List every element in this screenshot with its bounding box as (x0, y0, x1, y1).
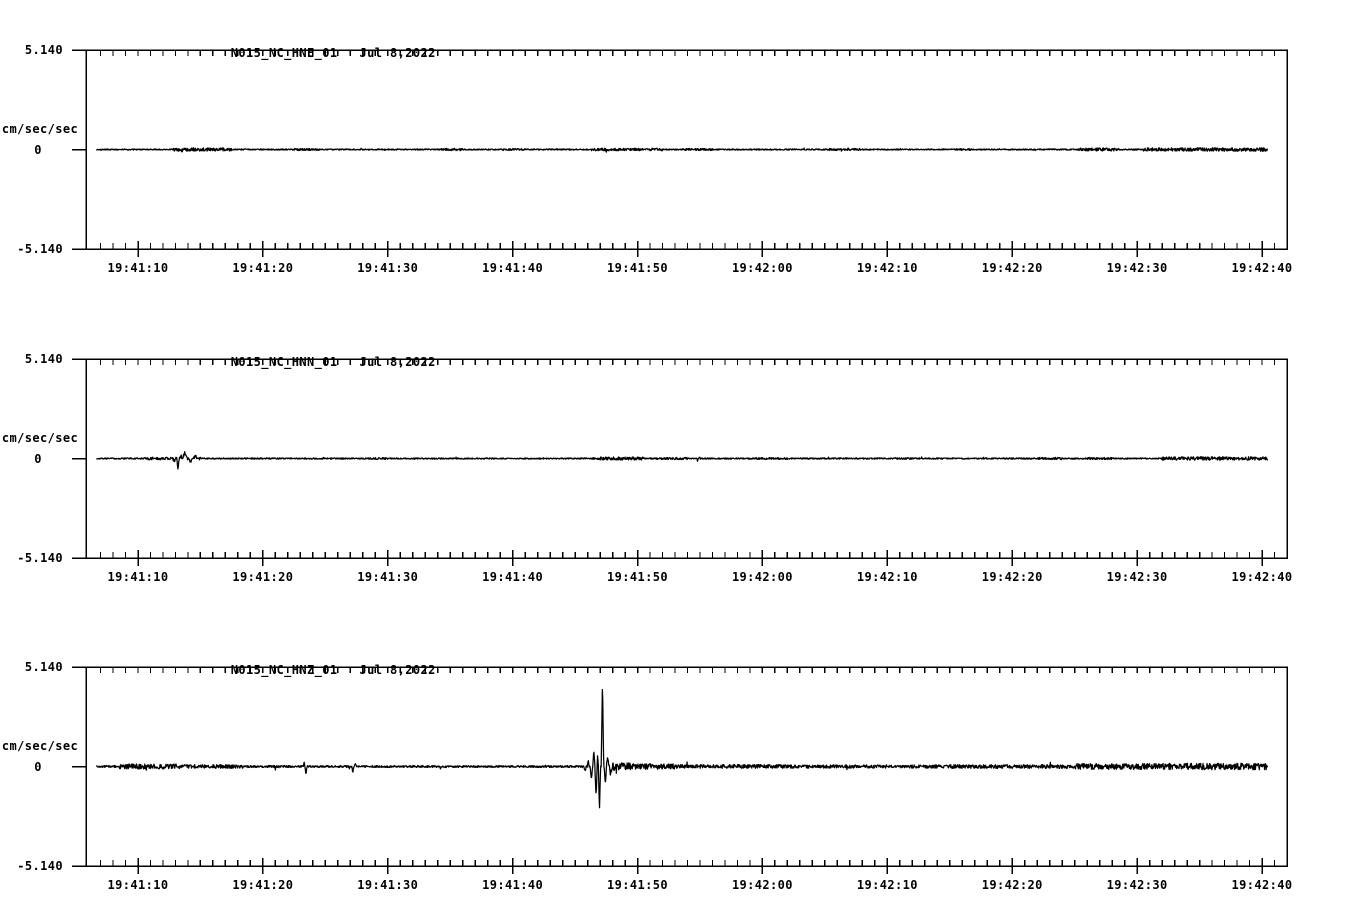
y-axis-unit-label: cm/sec/sec (1, 122, 79, 136)
x-tick-label: 19:41:20 (232, 570, 294, 584)
x-tick-label: 19:42:40 (1231, 878, 1293, 892)
x-tick-label: 19:41:50 (607, 261, 669, 275)
x-tick-label: 19:41:40 (482, 570, 544, 584)
x-tick-label: 19:41:30 (357, 261, 419, 275)
y-axis-unit-label: cm/sec/sec (1, 739, 79, 753)
x-tick-label: 19:41:50 (607, 878, 669, 892)
x-tick-label: 19:41:40 (482, 261, 544, 275)
waveform-plot (72, 49, 1288, 257)
waveform-plot (72, 666, 1288, 874)
seismogram-panel-hnz: N015_NC_HNZ_01 Jul 8,2022 5.140 cm/sec/se… (0, 647, 1358, 902)
x-tick-label: 19:42:40 (1231, 261, 1293, 275)
x-tick-label: 19:41:30 (357, 570, 419, 584)
x-tick-label: 19:41:40 (482, 878, 544, 892)
x-tick-label: 19:41:20 (232, 261, 294, 275)
x-tick-label: 19:42:00 (731, 878, 793, 892)
x-tick-label: 19:42:00 (731, 261, 793, 275)
x-tick-label: 19:42:10 (856, 261, 918, 275)
y-axis-zero-label: 0 (34, 143, 42, 157)
x-tick-label: 19:42:30 (1106, 261, 1168, 275)
x-tick-label: 19:42:20 (981, 261, 1043, 275)
x-tick-label: 19:42:10 (856, 570, 918, 584)
waveform-plot (72, 358, 1288, 566)
x-tick-label: 19:42:20 (981, 570, 1043, 584)
seismogram-panel-hnn: N015_NC_HNN_01 Jul 8,2022 5.140 cm/sec/se… (0, 339, 1358, 594)
x-tick-label: 19:42:30 (1106, 570, 1168, 584)
x-tick-label: 19:41:10 (107, 878, 169, 892)
y-axis-min-label: -5.140 (17, 859, 63, 873)
y-axis-max-label: 5.140 (24, 352, 63, 366)
y-axis-unit-label: cm/sec/sec (1, 431, 79, 445)
x-tick-label: 19:41:20 (232, 878, 294, 892)
x-tick-label: 19:42:10 (856, 878, 918, 892)
y-axis-min-label: -5.140 (17, 242, 63, 256)
y-axis-min-label: -5.140 (17, 551, 63, 565)
y-axis-max-label: 5.140 (24, 660, 63, 674)
x-tick-label: 19:41:10 (107, 261, 169, 275)
y-axis-max-label: 5.140 (24, 43, 63, 57)
seismogram-panel-hne: N015_NC_HNE_01 Jul 8,2022 5.140 cm/sec/se… (0, 30, 1358, 285)
x-tick-label: 19:42:20 (981, 878, 1043, 892)
x-tick-label: 19:41:30 (357, 878, 419, 892)
x-tick-label: 19:41:50 (607, 570, 669, 584)
x-tick-label: 19:41:10 (107, 570, 169, 584)
x-tick-label: 19:42:00 (731, 570, 793, 584)
x-tick-label: 19:42:40 (1231, 570, 1293, 584)
y-axis-zero-label: 0 (34, 760, 42, 774)
y-axis-zero-label: 0 (34, 452, 42, 466)
x-tick-label: 19:42:30 (1106, 878, 1168, 892)
